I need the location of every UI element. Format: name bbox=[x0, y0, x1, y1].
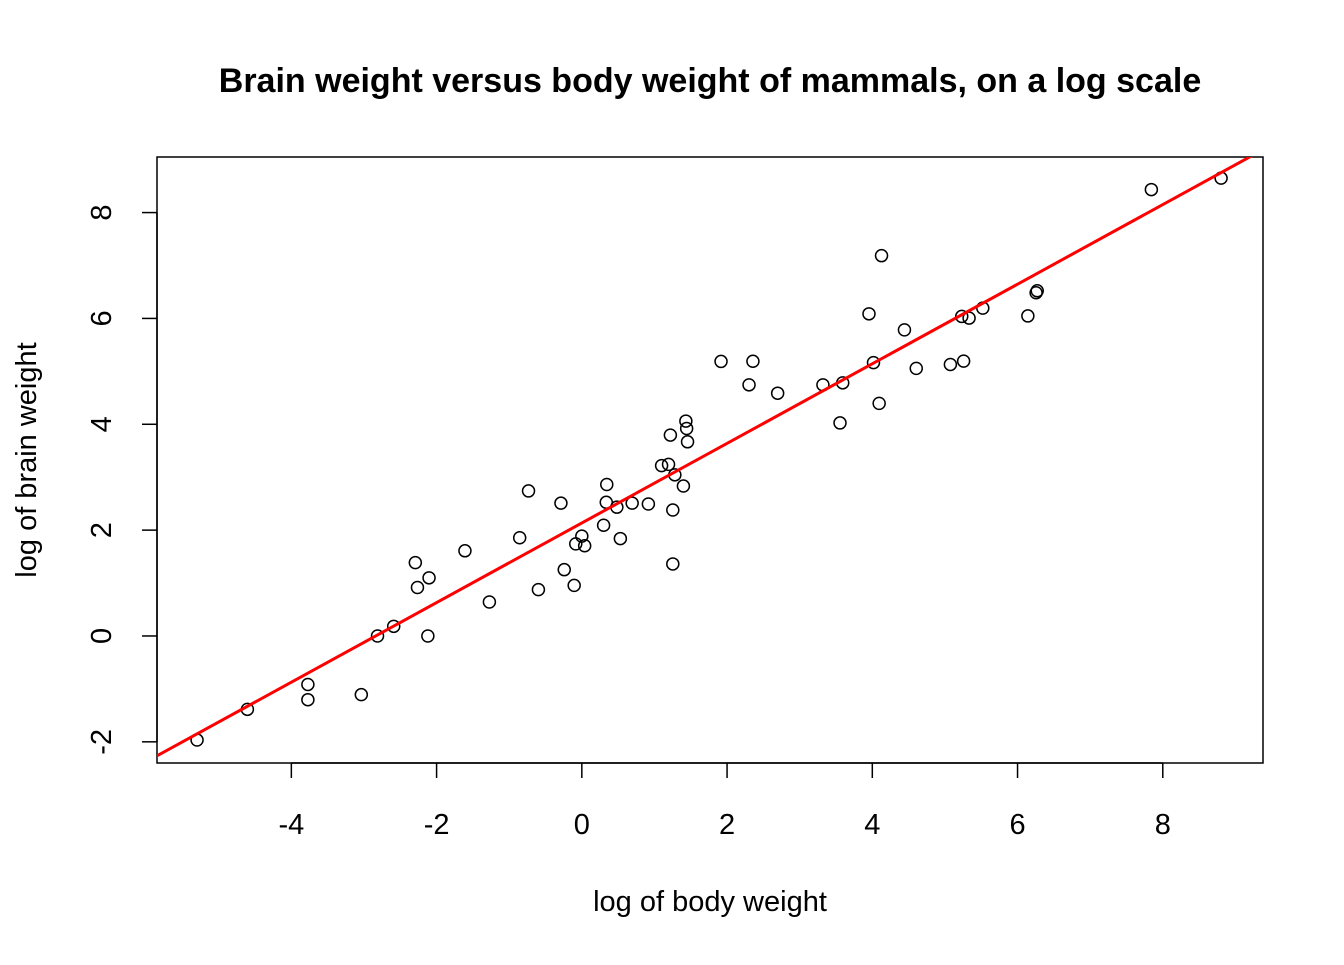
data-point bbox=[458, 544, 472, 558]
data-points bbox=[190, 171, 1228, 747]
data-point bbox=[422, 571, 436, 585]
data-point bbox=[862, 307, 876, 321]
data-point bbox=[386, 619, 401, 634]
data-point bbox=[569, 537, 583, 551]
data-point bbox=[596, 518, 611, 533]
data-point bbox=[666, 557, 680, 571]
plot-frame bbox=[156, 156, 1264, 764]
data-point bbox=[833, 416, 847, 430]
x-tick-label: 2 bbox=[719, 809, 735, 841]
data-point bbox=[666, 503, 680, 517]
data-point bbox=[531, 582, 546, 597]
data-point bbox=[874, 248, 889, 263]
data-point bbox=[557, 562, 571, 577]
data-point bbox=[897, 323, 912, 337]
data-point bbox=[575, 529, 589, 543]
data-point bbox=[421, 629, 435, 643]
x-tick-label: -2 bbox=[424, 809, 450, 841]
x-tick-label: 4 bbox=[864, 809, 880, 841]
data-point bbox=[1030, 284, 1044, 298]
data-point bbox=[679, 414, 693, 428]
data-point bbox=[1021, 309, 1035, 323]
data-point bbox=[866, 355, 881, 370]
data-point bbox=[714, 354, 728, 369]
data-point bbox=[482, 595, 497, 609]
data-point bbox=[301, 677, 315, 692]
data-point bbox=[770, 386, 785, 400]
data-point bbox=[410, 580, 425, 595]
x-tick-label: 8 bbox=[1155, 809, 1171, 841]
data-point bbox=[577, 539, 592, 553]
chart-title: Brain weight versus body weight of mamma… bbox=[219, 62, 1201, 100]
data-point bbox=[567, 578, 581, 593]
data-point bbox=[370, 629, 385, 643]
data-point bbox=[301, 692, 315, 707]
y-tick-label: -2 bbox=[86, 729, 118, 755]
x-axis: -4 -2 0 2 4 6 8 bbox=[278, 762, 1171, 841]
data-point bbox=[654, 458, 669, 473]
data-point bbox=[600, 477, 614, 492]
data-point bbox=[354, 687, 369, 702]
data-point bbox=[746, 354, 760, 369]
y-axis: -2 0 2 4 6 8 bbox=[86, 205, 158, 755]
y-tick-label: 8 bbox=[86, 205, 118, 221]
data-point bbox=[943, 357, 958, 372]
data-point bbox=[872, 396, 886, 411]
data-point bbox=[554, 496, 568, 510]
data-point bbox=[742, 378, 756, 392]
data-point bbox=[679, 421, 694, 436]
data-point bbox=[680, 435, 695, 449]
data-point bbox=[641, 497, 656, 511]
x-axis-label: log of body weight bbox=[593, 886, 827, 918]
data-point bbox=[661, 457, 676, 472]
data-point bbox=[1144, 182, 1159, 197]
data-point bbox=[663, 428, 678, 442]
y-tick-label: 6 bbox=[86, 310, 118, 326]
y-tick-label: 0 bbox=[86, 628, 118, 644]
y-tick-label: 4 bbox=[86, 416, 118, 432]
regression-line-group bbox=[157, 157, 1253, 758]
data-point bbox=[613, 531, 628, 546]
data-point bbox=[521, 484, 536, 498]
data-point bbox=[408, 555, 423, 570]
x-tick-label: 0 bbox=[574, 809, 590, 841]
y-axis-label: log of brain weight bbox=[11, 342, 43, 577]
data-point bbox=[625, 496, 639, 510]
data-point bbox=[512, 530, 527, 545]
data-point bbox=[676, 479, 691, 493]
data-point bbox=[909, 361, 924, 376]
x-tick-label: 6 bbox=[1009, 809, 1025, 841]
regression-line bbox=[157, 157, 1253, 758]
y-tick-label: 2 bbox=[86, 522, 118, 538]
data-point bbox=[956, 354, 971, 368]
x-tick-label: -4 bbox=[278, 809, 304, 841]
